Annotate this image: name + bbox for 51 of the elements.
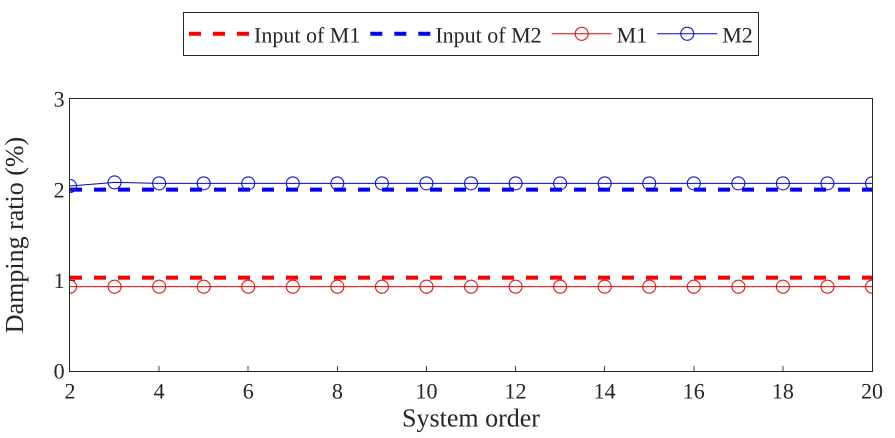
point bbox=[508, 280, 523, 294]
point bbox=[196, 176, 211, 190]
point bbox=[731, 280, 746, 294]
point bbox=[374, 280, 389, 294]
y-axis-title: Damping ratio (%) bbox=[0, 136, 29, 334]
point bbox=[820, 280, 834, 294]
y-tick-label: 0 bbox=[54, 358, 65, 384]
point bbox=[152, 280, 166, 294]
point bbox=[330, 280, 344, 294]
x-tick-label: 8 bbox=[332, 378, 343, 404]
point bbox=[152, 176, 166, 190]
point bbox=[731, 176, 746, 190]
point bbox=[464, 280, 478, 294]
point bbox=[642, 280, 656, 294]
point bbox=[286, 280, 300, 294]
point bbox=[419, 280, 434, 294]
x-tick-label: 20 bbox=[861, 378, 883, 404]
point bbox=[464, 176, 478, 190]
point bbox=[820, 176, 834, 190]
point bbox=[642, 176, 656, 190]
y-tick-label: 3 bbox=[54, 86, 65, 112]
point bbox=[553, 280, 568, 294]
x-tick-label: 12 bbox=[504, 378, 527, 404]
x-tick-label: 4 bbox=[154, 378, 165, 404]
point bbox=[776, 176, 790, 190]
y-tick-label: 2 bbox=[54, 177, 65, 202]
point bbox=[553, 176, 568, 190]
x-tick-label: 18 bbox=[772, 378, 794, 404]
point bbox=[108, 175, 122, 190]
point bbox=[776, 280, 790, 294]
point bbox=[196, 280, 211, 294]
point bbox=[241, 176, 256, 190]
point bbox=[419, 176, 434, 190]
point bbox=[241, 280, 256, 294]
point bbox=[686, 280, 701, 294]
x-axis-title: System order bbox=[402, 403, 540, 432]
x-tick-label: 6 bbox=[242, 378, 254, 404]
legend-label: M2 bbox=[722, 22, 753, 48]
legend-label: Input of M1 bbox=[254, 22, 360, 48]
point bbox=[508, 176, 523, 190]
legend-label: M1 bbox=[616, 22, 648, 48]
point bbox=[598, 280, 612, 294]
x-tick-label: 14 bbox=[594, 378, 616, 404]
x-tick-label: 16 bbox=[682, 378, 705, 404]
legend-label: Input of M2 bbox=[435, 22, 542, 48]
y-tick-label: 1 bbox=[54, 268, 65, 294]
point bbox=[374, 176, 389, 190]
point bbox=[330, 176, 344, 190]
x-tick-label: 10 bbox=[415, 378, 438, 404]
point bbox=[108, 280, 122, 294]
point bbox=[686, 176, 701, 190]
